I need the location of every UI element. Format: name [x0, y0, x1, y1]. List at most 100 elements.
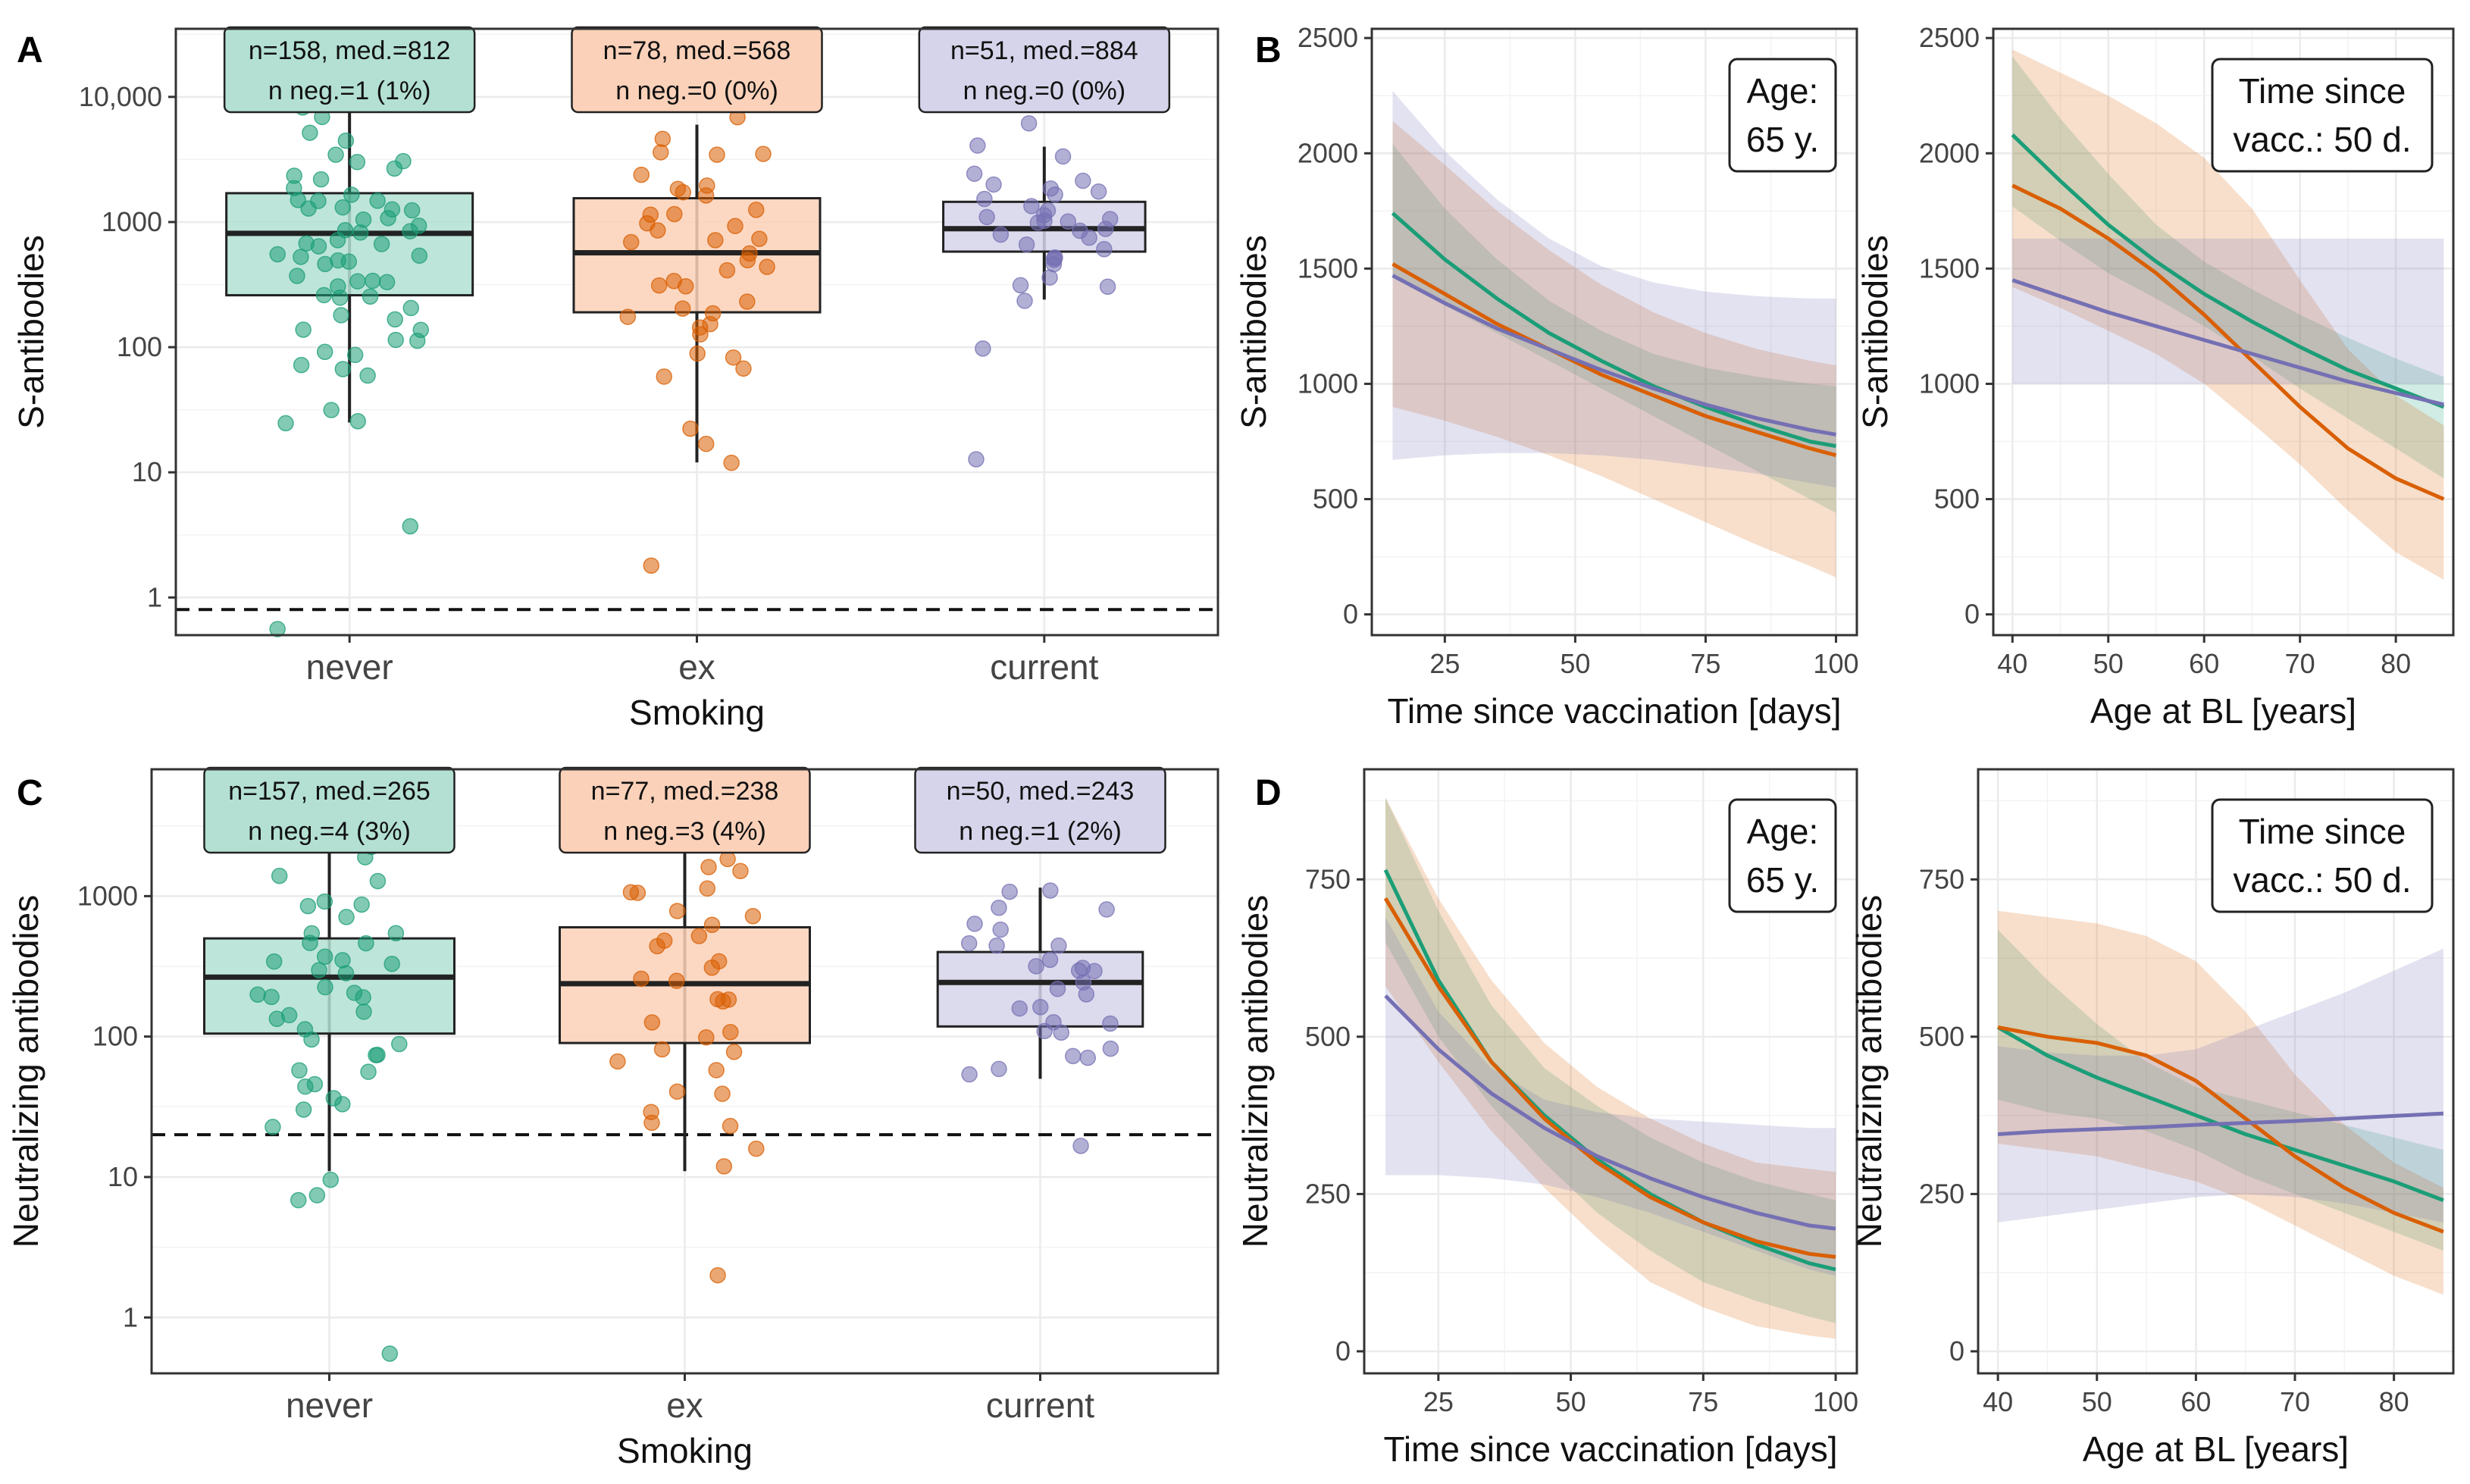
data-point-current [966, 165, 983, 182]
data-point-current [1041, 951, 1059, 969]
series-line-never [2011, 133, 2445, 409]
data-point-never [325, 1090, 343, 1107]
confidence-band-ex [1392, 121, 1836, 578]
y-tick-label: 500 [1934, 484, 1980, 515]
data-point-current [961, 1066, 978, 1083]
data-point-current [1098, 901, 1115, 918]
data-point-ex [704, 305, 722, 322]
data-point-ex [633, 970, 650, 988]
y-axis-title: S-antibodies [1234, 235, 1273, 429]
data-point-ex [732, 863, 749, 879]
y-axis-title: Neutralizing antibodies [6, 895, 45, 1248]
panel-border-c [150, 768, 1219, 1375]
summary-label-line2-current: n neg.=0 (0%) [963, 77, 1126, 105]
data-point-ex [668, 972, 685, 989]
summary-label-line2-never: n neg.=4 (3%) [248, 817, 411, 846]
data-point-ex [748, 1140, 765, 1157]
data-point-never [349, 412, 366, 430]
summary-label-line1-ex: n=77, med.=238 [591, 777, 779, 806]
series-line-current [2011, 278, 2444, 407]
x-tick-label: 70 [2285, 648, 2315, 679]
data-point-ex [708, 1062, 725, 1079]
data-point-ex [727, 218, 744, 234]
data-point-ex [656, 932, 673, 949]
data-point-current [1018, 236, 1035, 253]
data-point-current [1001, 883, 1018, 900]
x-tick-label: 60 [2189, 648, 2219, 679]
y-axis-title: S-antibodies [1855, 235, 1895, 429]
data-point-current [1090, 183, 1107, 200]
summary-label-line1-current: n=50, med.=243 [947, 777, 1135, 806]
data-point-never [387, 311, 403, 328]
data-point-never [412, 321, 429, 338]
data-point-never [308, 1187, 326, 1204]
data-point-current [1016, 293, 1033, 309]
data-point-never [373, 236, 390, 252]
y-tick-label: 1 [123, 1301, 138, 1332]
data-point-never [316, 948, 333, 966]
summary-label-line2-ex: n neg.=0 (0%) [615, 77, 778, 105]
confidence-band-ex [2012, 49, 2444, 580]
data-point-never [263, 988, 280, 1006]
x-axis-title: Time since vaccination [days] [1387, 691, 1841, 731]
summary-label-line1-ex: n=78, med.=568 [603, 36, 791, 65]
data-point-ex [666, 205, 683, 223]
y-tick-label: 1500 [1298, 252, 1358, 283]
y-tick-label: 2000 [1919, 137, 1980, 168]
x-tick-label: 100 [1813, 648, 1858, 679]
series-line-ex [2011, 183, 2445, 501]
data-point-ex [643, 1104, 659, 1120]
data-point-current [1097, 221, 1114, 237]
x-axis-title: Smoking [629, 693, 765, 732]
data-point-never [402, 299, 420, 317]
x-tick-label: 80 [2381, 648, 2411, 679]
data-point-never [364, 272, 381, 290]
annotation-line2: vacc.: 50 d. [2233, 120, 2411, 159]
series-line-ex [1392, 262, 1837, 458]
data-point-never [333, 307, 349, 324]
data-point-never [358, 935, 374, 952]
data-point-never [349, 273, 366, 290]
data-point-ex [629, 884, 646, 901]
series-line-current [1392, 274, 1836, 437]
y-tick-label: 1000 [1298, 368, 1358, 399]
x-tick-label: 40 [1997, 648, 2027, 679]
data-point-never [395, 152, 412, 170]
x-tick-label-ex: ex [666, 1385, 703, 1425]
y-tick-label: 0 [1343, 599, 1358, 630]
data-point-never [338, 909, 355, 925]
data-point-ex [735, 360, 752, 377]
data-point-ex [700, 859, 717, 875]
data-point-never [402, 518, 419, 535]
panel-border-d-left [1363, 768, 1858, 1375]
data-point-never [290, 1191, 307, 1209]
summary-label-box-never [223, 26, 476, 114]
y-tick-label: 1500 [1919, 252, 1980, 283]
summary-label-box-current [914, 766, 1166, 854]
data-point-current [1050, 937, 1067, 954]
y-tick-label: 100 [92, 1021, 138, 1052]
data-point-never [362, 288, 379, 305]
x-tick-label: 75 [1690, 648, 1720, 679]
data-point-never [360, 1063, 377, 1080]
data-point-ex [714, 1085, 731, 1102]
annotation-line1: Age: [1747, 812, 1819, 851]
data-point-current [1012, 277, 1029, 294]
data-point-ex [725, 349, 742, 366]
data-point-never [277, 415, 294, 432]
annotation-line1: Time since [2239, 71, 2406, 111]
data-point-never [317, 978, 333, 996]
data-point-never [302, 124, 318, 141]
annotation-line1: Time since [2239, 812, 2406, 851]
summary-label-box-ex [559, 766, 811, 854]
x-tick-label: 100 [1813, 1386, 1858, 1417]
data-point-current [988, 937, 1005, 954]
data-point-current [1045, 1013, 1062, 1031]
y-tick-label: 750 [1919, 863, 1964, 894]
data-point-ex [690, 928, 708, 944]
data-point-current [968, 451, 985, 468]
data-point-current [1046, 249, 1063, 267]
y-tick-label: 1000 [77, 880, 138, 911]
confidence-band-never [1385, 797, 1836, 1323]
